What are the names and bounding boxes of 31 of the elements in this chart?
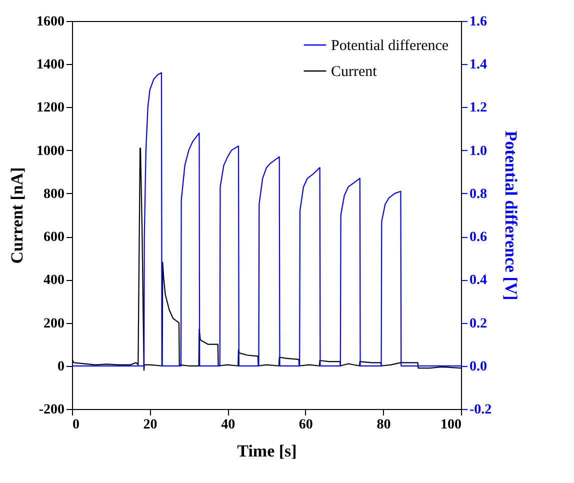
x-tick-label: 100 [440, 418, 462, 432]
y2-tick-label: 0.4 [470, 273, 487, 288]
y2-tick-label: 1.4 [470, 58, 487, 73]
x-tick-label: 80 [376, 418, 391, 432]
y-tick-label: 0 [58, 359, 64, 374]
x-tick-label: 40 [221, 418, 236, 432]
y-tick-label: 1600 [36, 14, 64, 30]
y-tick-label: 1200 [36, 100, 64, 116]
y-axis-title: Current [nA] [8, 167, 26, 264]
y-tick-label: 400 [44, 273, 64, 288]
y-tick-label: -200 [38, 402, 64, 418]
y-tick-label: 200 [44, 316, 64, 332]
y2-tick-label: 0.0 [470, 359, 487, 374]
y-tick-label: 600 [44, 230, 64, 246]
y-tick-label: 1400 [36, 58, 64, 73]
y2-tick-label: 1.0 [470, 144, 487, 159]
y2-tick-label: 0.8 [470, 186, 487, 202]
y2-tick-label: 0.6 [470, 230, 487, 246]
x-tick-label: 60 [298, 418, 313, 432]
legend-label: Current [331, 64, 378, 80]
y2-tick-label: 1.2 [470, 100, 487, 116]
y2-tick-label: 1.6 [470, 14, 487, 30]
y2-tick-label: -0.2 [470, 402, 492, 418]
x-axis-title: Time [s] [237, 442, 297, 460]
x-tick-label: 0 [72, 418, 80, 432]
y-tick-label: 800 [44, 186, 64, 202]
y2-tick-label: 0.2 [470, 316, 487, 332]
y-tick-label: 1000 [36, 144, 64, 159]
y2-axis-title: Potential difference [V] [502, 130, 521, 300]
legend-label: Potential difference [331, 38, 449, 54]
x-tick-label: 20 [143, 418, 158, 432]
